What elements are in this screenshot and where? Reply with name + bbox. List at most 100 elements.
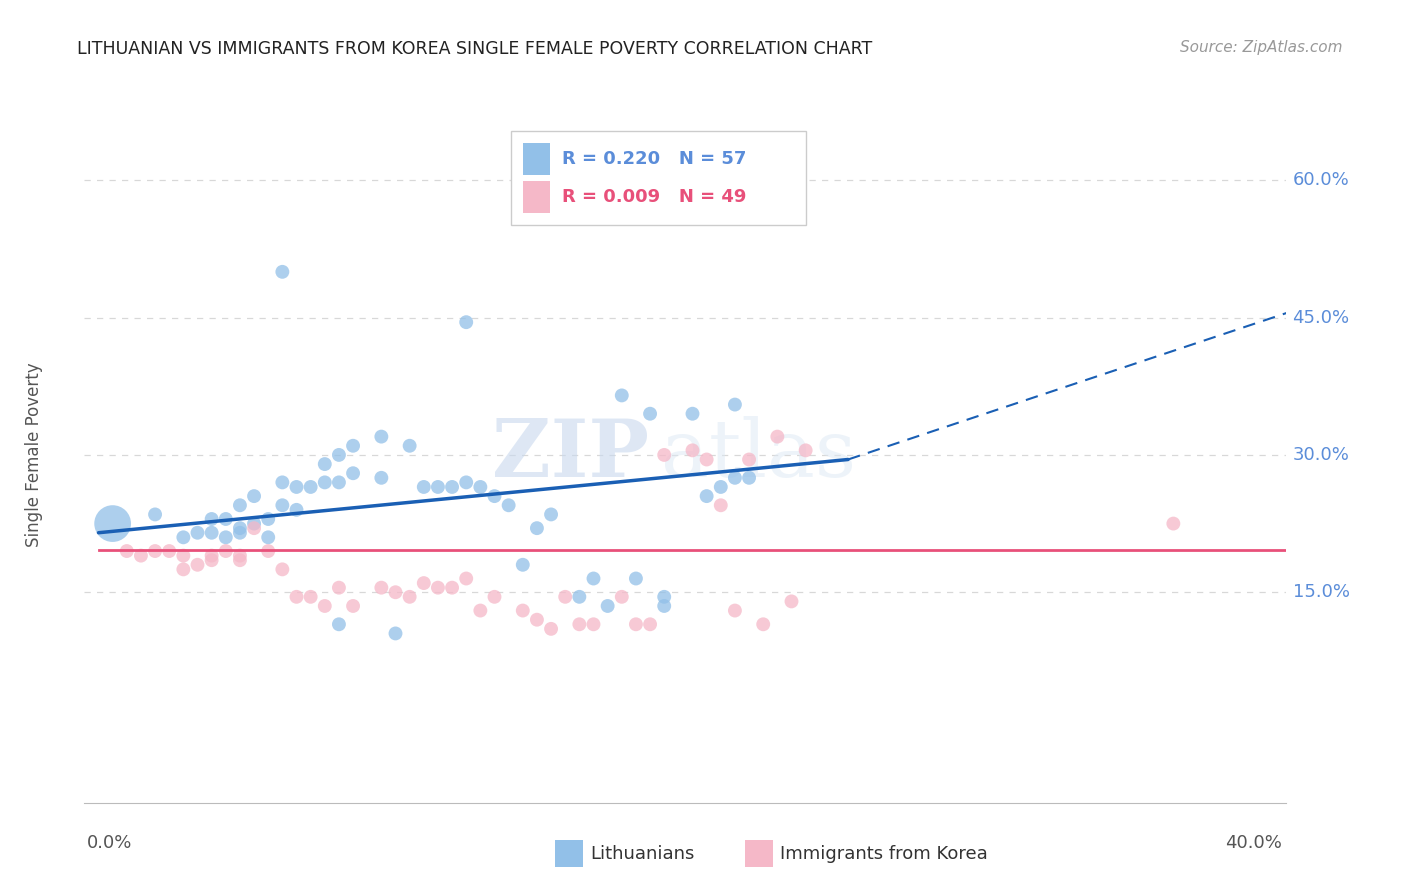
Text: atlas: atlas: [661, 416, 856, 494]
Point: [738, 452, 761, 467]
Point: [157, 544, 180, 558]
Point: [412, 576, 434, 591]
Point: [229, 525, 252, 540]
Point: [342, 467, 364, 481]
Text: R = 0.220   N = 57: R = 0.220 N = 57: [561, 150, 747, 169]
Point: [426, 581, 449, 595]
Text: R = 0.009   N = 49: R = 0.009 N = 49: [561, 188, 747, 206]
Point: [186, 525, 208, 540]
Point: [328, 475, 350, 490]
Point: [243, 516, 266, 531]
FancyBboxPatch shape: [512, 131, 806, 226]
Text: Single Female Poverty: Single Female Poverty: [25, 363, 42, 547]
Point: [652, 448, 675, 462]
Point: [582, 572, 605, 586]
Text: 60.0%: 60.0%: [1292, 171, 1350, 189]
Point: [724, 471, 747, 485]
Point: [299, 480, 322, 494]
Point: [229, 521, 252, 535]
Point: [766, 429, 789, 443]
Point: [328, 448, 350, 462]
Bar: [523, 181, 550, 213]
Point: [638, 617, 661, 632]
Text: LITHUANIAN VS IMMIGRANTS FROM KOREA SINGLE FEMALE POVERTY CORRELATION CHART: LITHUANIAN VS IMMIGRANTS FROM KOREA SING…: [77, 40, 873, 58]
Point: [652, 599, 675, 613]
Point: [470, 603, 492, 617]
Point: [1163, 516, 1185, 531]
Point: [624, 572, 647, 586]
Point: [512, 558, 534, 572]
Point: [582, 617, 605, 632]
Point: [215, 530, 238, 544]
Point: [314, 457, 336, 471]
Point: [724, 603, 747, 617]
Point: [229, 553, 252, 567]
Point: [498, 498, 520, 512]
Point: [101, 516, 124, 531]
Point: [484, 489, 506, 503]
Point: [243, 521, 266, 535]
Point: [470, 480, 492, 494]
Point: [540, 622, 562, 636]
Point: [512, 603, 534, 617]
Point: [215, 512, 238, 526]
Text: 0.0%: 0.0%: [87, 834, 132, 852]
Point: [229, 498, 252, 512]
Point: [568, 590, 591, 604]
Point: [370, 471, 392, 485]
Point: [426, 480, 449, 494]
Text: 30.0%: 30.0%: [1292, 446, 1350, 464]
Point: [441, 480, 464, 494]
Point: [172, 562, 194, 576]
Point: [243, 489, 266, 503]
Point: [342, 599, 364, 613]
Point: [682, 407, 704, 421]
Point: [441, 581, 464, 595]
Point: [299, 590, 322, 604]
Point: [314, 475, 336, 490]
Point: [540, 508, 562, 522]
Point: [610, 388, 633, 402]
Point: [172, 530, 194, 544]
Point: [271, 562, 294, 576]
Point: [143, 544, 166, 558]
Point: [384, 585, 406, 599]
Point: [201, 512, 224, 526]
Point: [484, 590, 506, 604]
Point: [456, 475, 478, 490]
Point: [201, 553, 224, 567]
Point: [285, 590, 308, 604]
Point: [271, 265, 294, 279]
Point: [328, 581, 350, 595]
Point: [398, 439, 420, 453]
Point: [201, 549, 224, 563]
Point: [682, 443, 704, 458]
Point: [526, 521, 548, 535]
Text: 40.0%: 40.0%: [1226, 834, 1282, 852]
Point: [610, 590, 633, 604]
Point: [285, 480, 308, 494]
Text: Lithuanians: Lithuanians: [591, 845, 695, 863]
Point: [710, 498, 733, 512]
Point: [172, 549, 194, 563]
Point: [752, 617, 775, 632]
Point: [271, 475, 294, 490]
Point: [129, 549, 152, 563]
Bar: [523, 144, 550, 175]
Point: [229, 549, 252, 563]
Point: [328, 617, 350, 632]
Point: [186, 558, 208, 572]
Point: [398, 590, 420, 604]
Point: [201, 525, 224, 540]
Point: [624, 617, 647, 632]
Point: [596, 599, 619, 613]
Point: [342, 439, 364, 453]
Point: [384, 626, 406, 640]
Point: [314, 599, 336, 613]
Point: [456, 572, 478, 586]
Point: [724, 398, 747, 412]
Point: [526, 613, 548, 627]
Point: [696, 489, 718, 503]
Text: ZIP: ZIP: [492, 416, 650, 494]
Point: [412, 480, 434, 494]
